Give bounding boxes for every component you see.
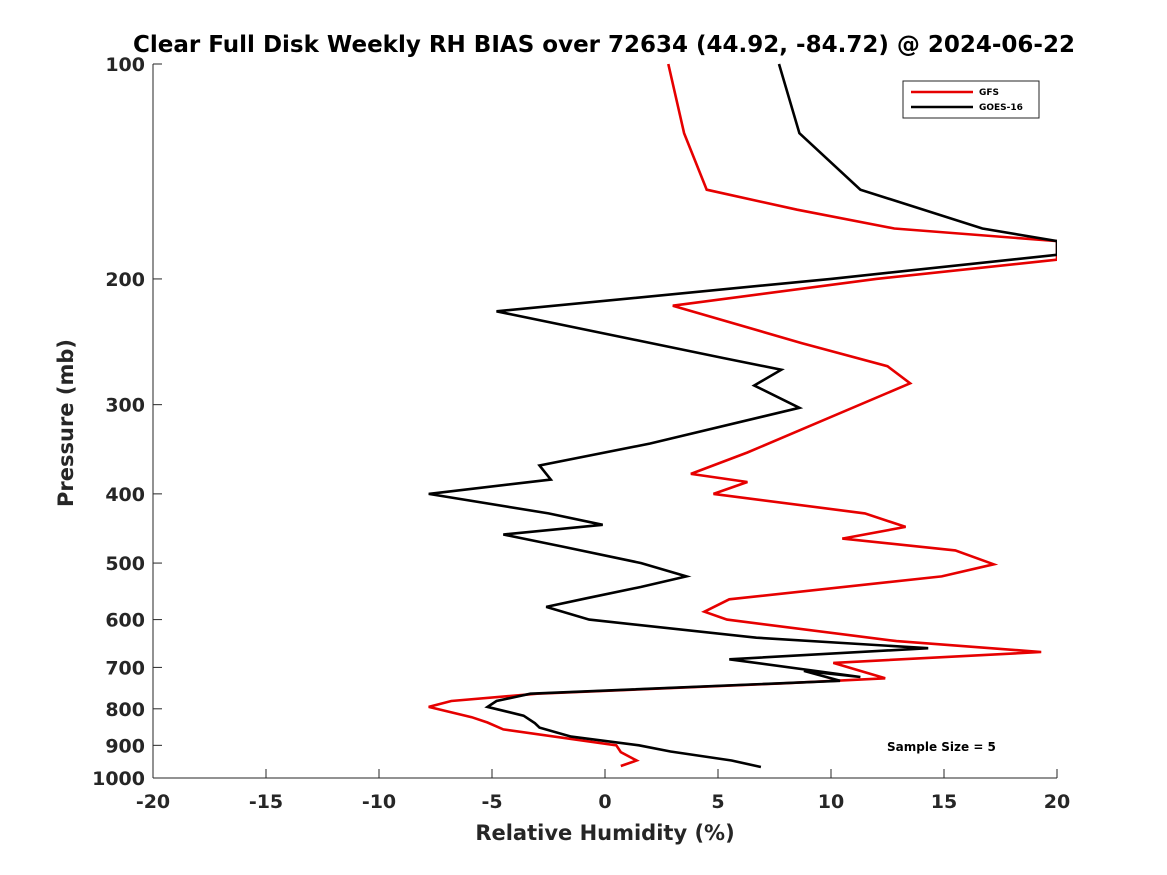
- series-group: [428, 63, 1057, 769]
- axes: [152, 64, 1057, 779]
- y-tick-label: 600: [105, 610, 145, 632]
- y-axis-label: Pressure (mb): [54, 339, 78, 507]
- x-tick-label: -15: [249, 791, 283, 813]
- y-tick-label: 400: [105, 484, 145, 506]
- x-tick-label: 0: [598, 791, 611, 813]
- legend-box: [902, 80, 1040, 119]
- y-tick-label: 1000: [92, 768, 145, 790]
- x-axis-ticks: -20 -15 -10 -5 0 5 10 15 20: [136, 769, 1070, 813]
- chart-title: Clear Full Disk Weekly RH BIAS over 7263…: [133, 32, 1075, 58]
- y-tick-label: 300: [105, 395, 145, 417]
- y-axis-ticks: 100 200 300 400 500 600 700 800 900 1000: [92, 54, 162, 790]
- x-tick-label: 20: [1044, 791, 1070, 813]
- legend: GFS GOES-16: [902, 80, 1040, 119]
- x-tick-label: 15: [931, 791, 957, 813]
- y-tick-label: 700: [105, 657, 145, 679]
- legend-label: GFS: [979, 88, 999, 98]
- x-tick-label: 10: [818, 791, 844, 813]
- x-tick-label: -20: [136, 791, 170, 813]
- y-tick-label: 900: [105, 735, 145, 757]
- y-tick-label: 100: [105, 54, 145, 76]
- y-tick-label: 200: [105, 269, 145, 291]
- x-tick-label: -5: [481, 791, 502, 813]
- series-line-goes-16: [428, 63, 1057, 769]
- x-tick-label: 5: [711, 791, 724, 813]
- sample-size-annotation: Sample Size = 5: [887, 740, 996, 754]
- x-axis-label: Relative Humidity (%): [475, 821, 734, 845]
- y-tick-label: 500: [105, 553, 145, 575]
- x-tick-label: -10: [362, 791, 396, 813]
- series-line-gfs: [428, 63, 1057, 768]
- legend-label: GOES-16: [979, 103, 1023, 113]
- y-tick-label: 800: [105, 699, 145, 721]
